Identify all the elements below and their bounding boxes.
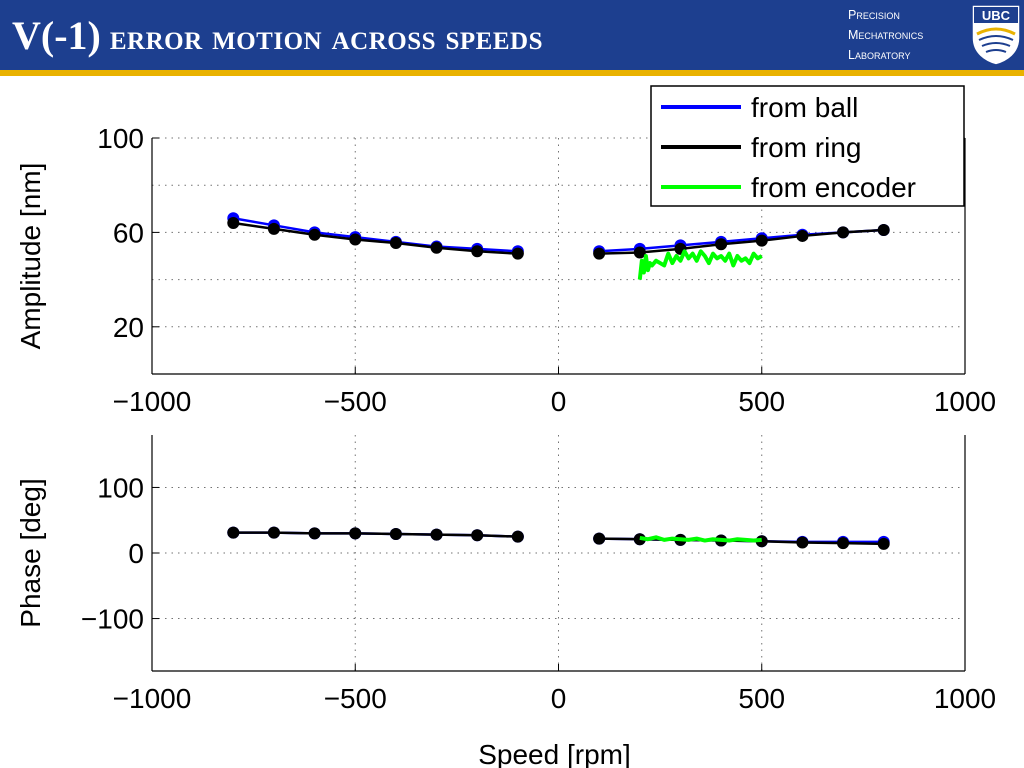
data-point-from-ring: [349, 527, 362, 540]
series-line-from-ring: [599, 228, 884, 255]
data-point-from-ring: [471, 529, 484, 542]
slide-title-lead: V(-1): [12, 13, 101, 58]
y-tick-label: 60: [113, 217, 144, 248]
series-line-from-encoder: [639, 535, 762, 543]
lab-name-line: Mechatronics: [848, 28, 924, 42]
data-point-from-ring: [796, 536, 809, 549]
x-tick-label: 0: [551, 386, 567, 417]
data-point-from-ring: [349, 233, 362, 246]
x-tick-label: 1000: [934, 386, 996, 417]
slide-title: V(-1) error motion across speeds: [12, 14, 543, 59]
data-point-from-ring: [796, 229, 809, 242]
data-point-from-ring: [837, 537, 850, 550]
data-point-from-ring: [755, 234, 768, 247]
data-point-from-ring: [227, 216, 240, 229]
data-point-from-ring: [389, 237, 402, 250]
data-point-from-ring: [389, 527, 402, 540]
lab-name: Precision Mechatronics Laboratory: [848, 5, 923, 65]
data-point-from-ring: [430, 528, 443, 541]
y-tick-label: 100: [97, 472, 144, 503]
series-line-from-encoder: [637, 249, 763, 280]
data-point-from-ring: [877, 537, 890, 550]
x-tick-label: −500: [324, 683, 387, 714]
series-line-from-ring: [233, 531, 518, 538]
data-point-from-ring: [593, 532, 606, 545]
data-point-from-ring: [593, 247, 606, 260]
y-tick-label: 0: [128, 538, 144, 569]
x-axis-label: Speed [rpm]: [478, 739, 631, 768]
x-tick-label: −500: [324, 386, 387, 417]
series-line-from-ball: [233, 217, 518, 253]
x-tick-label: 500: [738, 683, 785, 714]
y-tick-label: −100: [81, 604, 144, 635]
data-point-from-ring: [267, 526, 280, 539]
y-tick-label: 20: [113, 312, 144, 343]
ubc-logo: UBC: [971, 4, 1021, 66]
y-tick-label: 100: [97, 123, 144, 154]
y-axis-label: Phase [deg]: [15, 478, 46, 627]
slide-title-rest: error motion across speeds: [109, 17, 543, 57]
data-point-from-ring: [471, 245, 484, 258]
data-point-from-ring: [877, 224, 890, 237]
data-point-from-ring: [511, 247, 524, 260]
data-point-from-ring: [308, 228, 321, 241]
data-point-from-ring: [837, 226, 850, 239]
y-axis-label: Amplitude [nm]: [15, 163, 46, 350]
data-point-from-ring: [511, 530, 524, 543]
data-point-from-ring: [308, 527, 321, 540]
data-point-from-ring: [227, 526, 240, 539]
x-tick-label: 500: [738, 386, 785, 417]
lab-name-line: Laboratory: [848, 48, 911, 62]
x-tick-label: 0: [551, 683, 567, 714]
data-point-from-ring: [430, 241, 443, 254]
series-line-from-ring: [233, 221, 518, 255]
slide-header: [0, 0, 1024, 70]
data-point-from-ring: [267, 222, 280, 235]
legend-entry: from encoder: [751, 172, 916, 203]
x-tick-label: −1000: [113, 683, 192, 714]
data-point-from-ring: [715, 238, 728, 251]
data-point-from-ring: [633, 246, 646, 259]
legend-entry: from ball: [751, 92, 858, 123]
header-stripe: [0, 70, 1024, 76]
logo-text: UBC: [982, 8, 1011, 23]
x-tick-label: 1000: [934, 683, 996, 714]
x-tick-label: −1000: [113, 386, 192, 417]
legend-entry: from ring: [751, 132, 861, 163]
lab-name-line: Precision: [848, 8, 900, 22]
